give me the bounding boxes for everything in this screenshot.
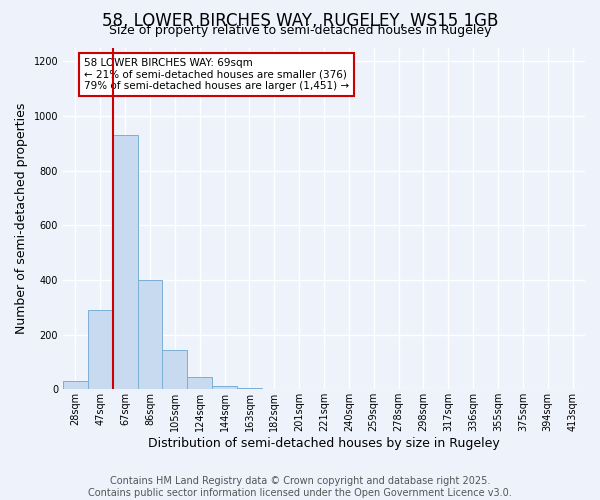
Text: Contains HM Land Registry data © Crown copyright and database right 2025.
Contai: Contains HM Land Registry data © Crown c… bbox=[88, 476, 512, 498]
Bar bbox=[63, 381, 88, 390]
X-axis label: Distribution of semi-detached houses by size in Rugeley: Distribution of semi-detached houses by … bbox=[148, 437, 500, 450]
Text: 58, LOWER BIRCHES WAY, RUGELEY, WS15 1GB: 58, LOWER BIRCHES WAY, RUGELEY, WS15 1GB bbox=[102, 12, 498, 30]
Text: Size of property relative to semi-detached houses in Rugeley: Size of property relative to semi-detach… bbox=[109, 24, 491, 37]
Bar bbox=[137, 280, 163, 390]
Text: 58 LOWER BIRCHES WAY: 69sqm
← 21% of semi-detached houses are smaller (376)
79% : 58 LOWER BIRCHES WAY: 69sqm ← 21% of sem… bbox=[84, 58, 349, 91]
Bar bbox=[113, 135, 137, 390]
Bar bbox=[88, 310, 113, 390]
Bar bbox=[187, 377, 212, 390]
Bar bbox=[163, 350, 187, 390]
Bar bbox=[237, 388, 262, 390]
Y-axis label: Number of semi-detached properties: Number of semi-detached properties bbox=[15, 102, 28, 334]
Bar bbox=[212, 386, 237, 390]
